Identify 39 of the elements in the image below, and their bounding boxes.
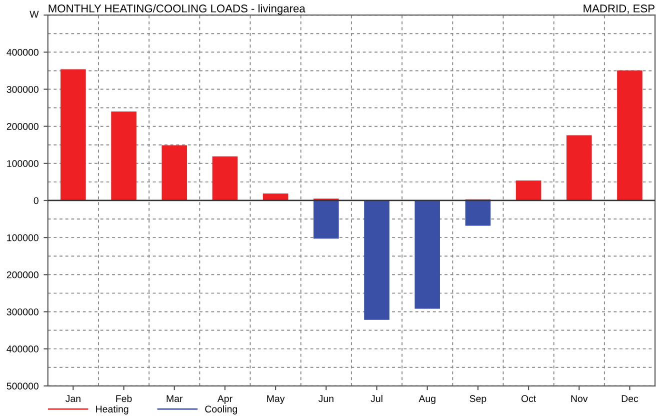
y-tick-label: 300000 <box>6 308 38 316</box>
x-tick-label: Feb <box>116 394 132 402</box>
bar <box>516 180 542 200</box>
chart-title: MONTHLY HEATING/COOLING LOADS - livingarea <box>48 4 306 15</box>
x-tick-label: Oct <box>521 395 536 402</box>
x-tick-label: Mar <box>166 395 183 402</box>
x-tick-label: Sep <box>470 395 486 404</box>
x-tick-label: Jan <box>65 395 80 402</box>
x-tick-label: Jun <box>318 395 334 402</box>
chart-subtitle: MADRID, ESP <box>584 4 654 14</box>
y-tick-label: 500000 <box>6 382 38 390</box>
bar <box>212 156 238 200</box>
bar <box>617 70 642 200</box>
bar <box>566 135 592 200</box>
y-tick-label: 200000 <box>6 271 38 278</box>
y-tick-label: 400000 <box>6 48 38 56</box>
bar <box>111 111 136 200</box>
bar <box>364 200 390 320</box>
bar <box>414 200 440 309</box>
y-axis-title: W <box>30 10 39 18</box>
y-tick-label: 400000 <box>6 346 38 352</box>
x-tick-label: Jul <box>370 394 382 402</box>
bar <box>60 69 86 200</box>
bar <box>314 200 339 239</box>
y-tick-label: 100000 <box>7 160 38 168</box>
x-tick-label: May <box>267 395 285 404</box>
y-tick-label: 200000 <box>6 123 38 130</box>
y-tick-label: 300000 <box>6 86 38 93</box>
y-tick-label: 0 <box>34 197 38 204</box>
x-tick-label: Nov <box>571 395 588 402</box>
bar <box>465 200 491 226</box>
legend-label: Cooling <box>205 405 237 414</box>
x-tick-label: Dec <box>622 395 638 402</box>
x-tick-label: Apr <box>217 395 232 404</box>
bar <box>162 145 188 200</box>
bar <box>262 193 288 200</box>
y-tick-label: 100000 <box>7 234 38 242</box>
x-tick-label: Aug <box>418 395 436 404</box>
legend-label: Heating <box>96 405 128 414</box>
